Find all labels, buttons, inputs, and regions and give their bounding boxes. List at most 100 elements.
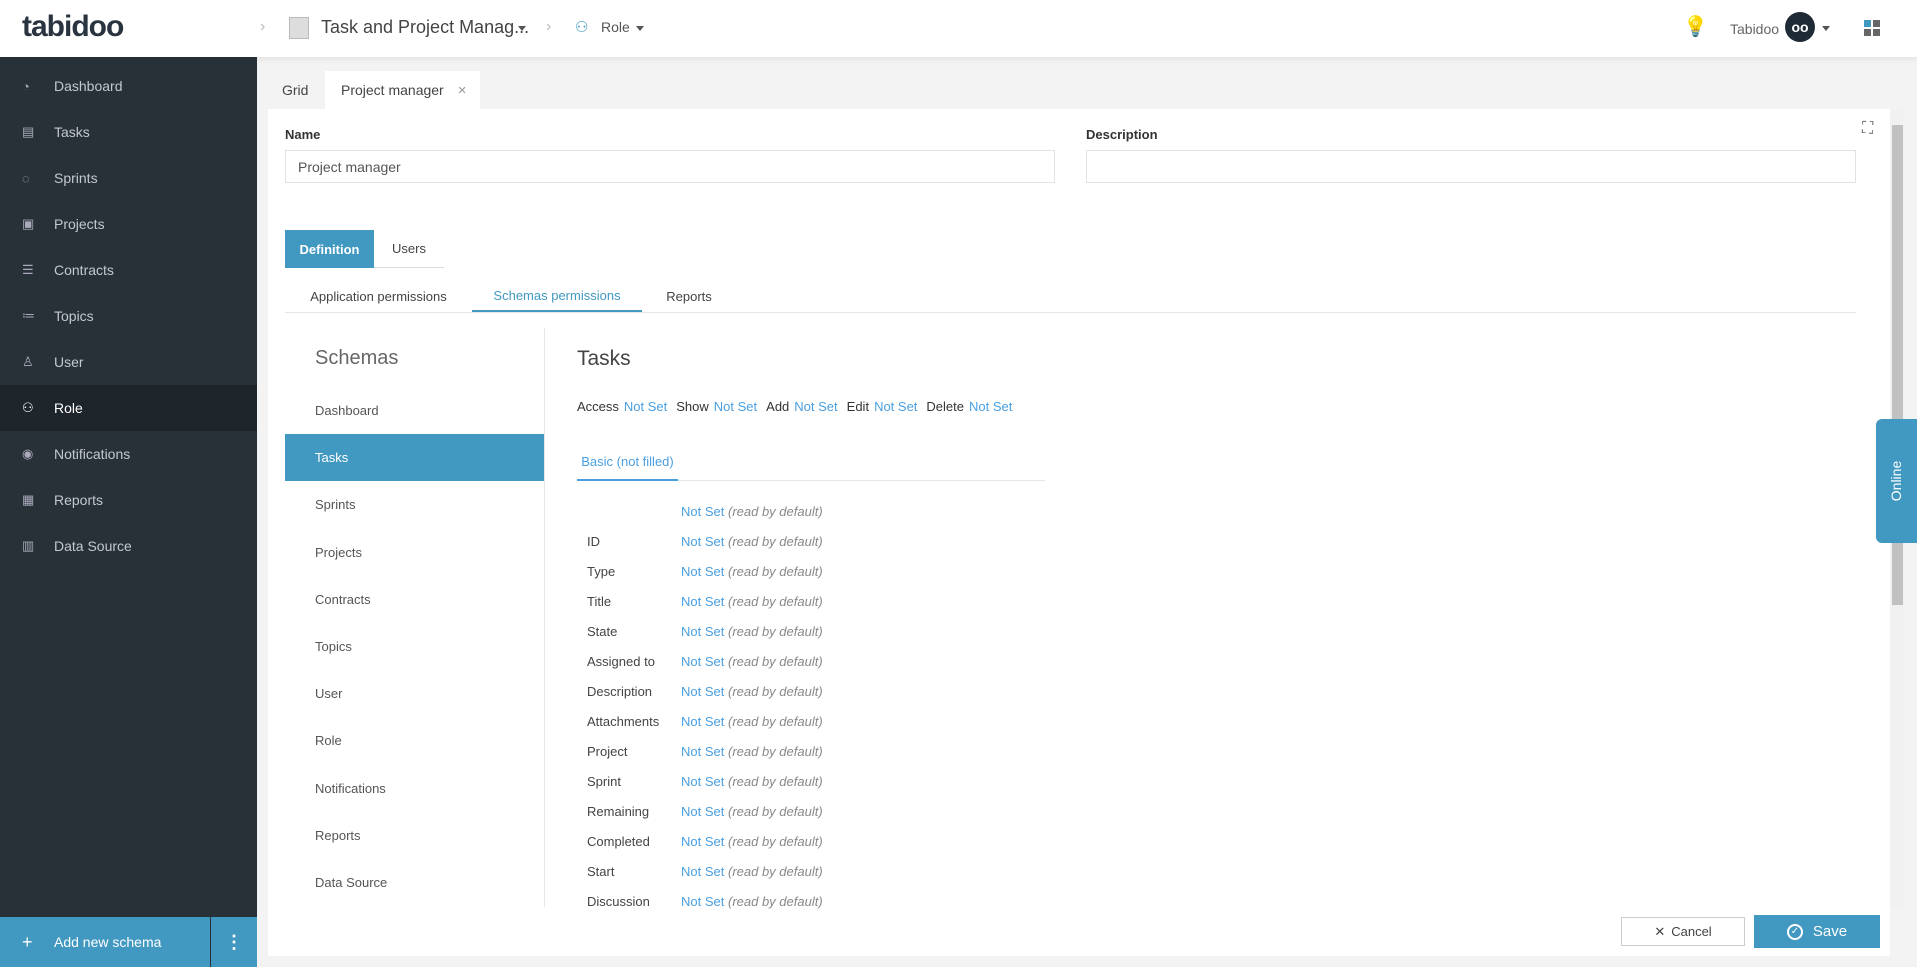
tab-schemas-permissions[interactable]: Schemas permissions [472,280,642,312]
field-permission-link[interactable]: Not Set [681,803,725,819]
default-note: (read by default) [727,683,823,699]
name-input[interactable]: Project manager [285,150,1055,183]
field-row: Discussion Not Set (read by default) [587,886,823,916]
online-label: Online [1888,460,1905,502]
field-permission-link[interactable]: Not Set [681,713,725,729]
app-title[interactable]: Task and Project Manag... [321,17,530,37]
sidebar-item-dashboard[interactable]: ◔ Dashboard [0,63,257,109]
cancel-button[interactable]: ✕ Cancel [1621,917,1745,946]
sidebar-item-sprints[interactable]: ◌ Sprints [0,155,257,201]
document-icon: ▤ [22,124,35,139]
tab-project-manager[interactable]: Project manager × [325,71,480,109]
field-row: Assigned to Not Set (read by default) [587,646,823,676]
save-label: Save [1812,923,1848,940]
schema-item[interactable]: Contracts [315,591,371,607]
fullscreen-icon[interactable]: ⛶ [1862,120,1874,137]
permission-summary: Access Not Set Show Not Set Add Not Set Edit No… [577,399,1012,414]
sidebar-item-label: Dashboard [54,78,123,94]
avatar[interactable]: oo [1785,12,1815,42]
section-title[interactable]: Role [601,19,630,35]
sidebar-item-tasks[interactable]: ▤ Tasks [0,109,257,155]
tab-grid[interactable]: Grid [282,71,308,109]
sidebar-item-reports[interactable]: ▦ Reports [0,477,257,523]
add-new-schema-button[interactable]: + Add new schema [0,917,210,967]
apps-grid-icon[interactable] [1864,20,1880,36]
permission-label: Access [577,399,619,414]
add-new-schema-label: Add new schema [54,934,162,950]
schema-item[interactable]: Projects [315,544,362,560]
field-label: Title [587,593,612,609]
tab-users[interactable]: Users [374,230,444,268]
sidebar-item-notifications[interactable]: ◉ Notifications [0,431,257,477]
schema-item[interactable]: Sprints [315,497,356,513]
field-label: State [587,623,618,639]
sidebar-item-label: Contracts [54,262,114,278]
lightbulb-icon[interactable]: 💡 [1683,16,1708,38]
section-dropdown-caret-icon[interactable] [636,26,644,31]
logo[interactable]: tabidoo [22,10,124,43]
field-permission-link[interactable]: Not Set [681,683,725,699]
user-dropdown-caret-icon[interactable] [1822,26,1830,31]
permission-label: Add [766,399,790,414]
tab-definition[interactable]: Definition [285,230,374,268]
default-note: (read by default) [727,743,823,759]
tab-basic[interactable]: Basic (not filled) [577,444,678,481]
user-lock-icon: ⚇ [22,400,34,415]
field-label: Description [587,683,653,699]
tab-reports[interactable]: Reports [666,288,712,304]
field-permission-link[interactable]: Not Set [681,533,725,549]
schema-item[interactable]: Notifications [315,780,386,796]
sidebar-item-topics[interactable]: ≔ Topics [0,293,257,339]
sidebar-item-label: Tasks [54,124,90,140]
field-label: Project [587,743,628,759]
tab-label: Project manager [341,82,444,98]
permission-value-link[interactable]: Not Set [969,399,1013,414]
sidebar-item-user[interactable]: ♙ User [0,339,257,385]
permission-value-link[interactable]: Not Set [623,399,668,414]
schema-item[interactable]: Topics [315,639,352,654]
vertical-dots-icon: ⋮ [225,931,243,952]
field-permission-link[interactable]: Not Set [681,833,725,849]
field-permission-link[interactable]: Not Set [681,773,725,789]
tab-application-permissions[interactable]: Application permissions [310,288,447,304]
scrollbar-thumb[interactable] [1892,125,1903,605]
app-dropdown-caret-icon[interactable] [518,26,526,31]
schema-item[interactable]: Role [315,733,342,749]
permission-value-link[interactable]: Not Set [794,399,838,414]
schema-item[interactable]: Reports [315,827,361,843]
sidebar-item-projects[interactable]: ▣ Projects [0,201,257,247]
close-icon[interactable]: × [457,81,467,99]
schema-item[interactable]: Tasks [285,434,544,482]
schema-item[interactable]: User [315,686,343,702]
sidebar-item-contracts[interactable]: ☰ Contracts [0,247,257,293]
default-note: (read by default) [727,563,823,579]
field-permission-link[interactable]: Not Set [681,623,725,639]
field-label: Assigned to [587,653,655,669]
description-label: Description [1086,127,1158,142]
schema-item[interactable]: Dashboard [315,403,379,418]
field-permission-link[interactable]: Not Set [681,563,725,579]
field-permission-link[interactable]: Not Set [681,863,725,879]
save-button[interactable]: ✓ Save [1754,915,1880,948]
role-editor-panel [268,109,1890,956]
tab-label: Grid [282,82,309,98]
sidebar-item-data-source[interactable]: ▥ Data Source [0,523,257,569]
breadcrumb-separator: › [546,18,552,35]
description-input[interactable] [1086,150,1856,183]
permission-value-link[interactable]: Not Set [874,399,918,414]
online-tab[interactable]: Online [1876,419,1917,543]
default-note: (read by default) [727,803,823,819]
field-permission-link[interactable]: Not Set [681,503,725,519]
divider [577,480,1045,481]
sidebar-item-role[interactable]: ⚇ Role [0,385,257,431]
check-circle-icon: ✓ [1786,923,1803,940]
field-permission-link[interactable]: Not Set [681,593,725,609]
default-note: (read by default) [727,653,823,669]
permission-value-link[interactable]: Not Set [713,399,758,414]
more-options-button[interactable]: ⋮ [211,917,257,967]
field-permission-link[interactable]: Not Set [681,743,725,759]
field-permission-link[interactable]: Not Set [681,653,725,669]
field-permission-link[interactable]: Not Set [681,893,725,909]
schema-item[interactable]: Data Source [315,875,388,890]
user-name[interactable]: Tabidoo [1730,21,1780,37]
